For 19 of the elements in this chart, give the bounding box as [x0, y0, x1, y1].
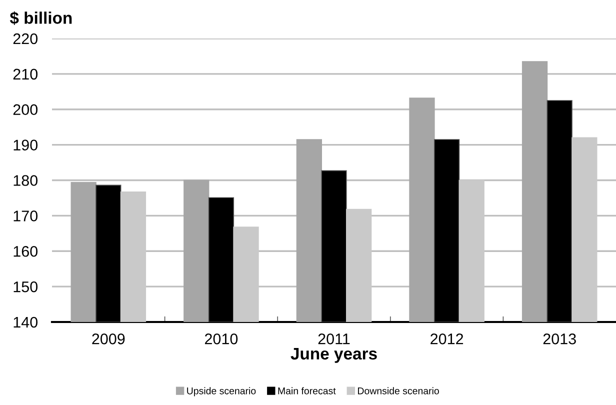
- y-axis-title: $ billion: [10, 11, 72, 25]
- y-tick-label: 190: [14, 140, 38, 150]
- y-tick-label: 160: [14, 246, 38, 257]
- legend-label: Upside scenario: [187, 387, 256, 396]
- x-tick-label: 2009: [92, 334, 125, 344]
- y-tick-label: 180: [14, 175, 38, 186]
- x-tick-label: 2011: [318, 334, 350, 344]
- x-axis-title: June years: [290, 348, 377, 363]
- y-tick-label: 200: [13, 104, 38, 116]
- x-tick-label: 2012: [430, 334, 464, 344]
- y-tick-label: 210: [13, 68, 38, 80]
- legend-label: Downside scenario: [358, 387, 439, 394]
- y-tick-label: 170: [14, 210, 38, 222]
- x-tick-label: 2013: [543, 334, 576, 344]
- y-tick-label: 140: [14, 316, 38, 328]
- y-tick-label: 150: [14, 281, 38, 292]
- y-tick-label: 220: [13, 33, 38, 44]
- legend-label: Main forecast: [278, 387, 336, 394]
- x-tick-label: 2010: [204, 334, 238, 344]
